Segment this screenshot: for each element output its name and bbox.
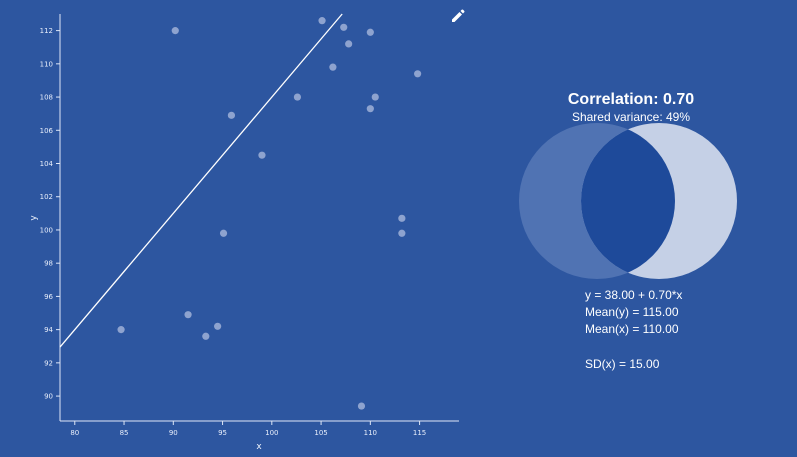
- x-tick-label: 115: [413, 429, 426, 437]
- pencil-icon: [452, 9, 465, 22]
- y-tick-label: 104: [40, 160, 54, 168]
- data-point: [219, 229, 228, 237]
- chart-marks: [59, 13, 422, 410]
- y-tick-label: 98: [44, 260, 53, 268]
- scatter-chart: 80 85 90 95 100 105 110 115 90 92 94 96 98 100 102 104 1…: [29, 13, 459, 452]
- data-point: [371, 93, 379, 101]
- y-tick-label: 90: [44, 393, 53, 401]
- data-point: [366, 105, 374, 113]
- y-tick-label: 92: [44, 359, 53, 367]
- data-point: [117, 326, 125, 334]
- x-tick-label: 85: [120, 429, 129, 437]
- data-point: [171, 27, 179, 35]
- x-tick-label: 80: [70, 429, 79, 437]
- shared-variance-label: Shared variance: 49%: [572, 110, 690, 124]
- mean-x-label: Mean(x) = 110.00: [585, 322, 679, 336]
- edit-button[interactable]: [450, 8, 466, 24]
- x-tick-label: 105: [314, 429, 327, 437]
- variance-circle-y: [581, 123, 737, 279]
- data-point: [366, 28, 374, 36]
- data-point: [357, 402, 366, 410]
- data-point: [184, 311, 192, 319]
- y-tick-label: 102: [40, 193, 53, 201]
- regression-line: [59, 13, 343, 348]
- data-point: [398, 214, 406, 222]
- data-point: [202, 332, 210, 340]
- data-point: [345, 40, 353, 48]
- data-point: [293, 93, 302, 101]
- variance-circle-x: [519, 123, 675, 279]
- regression-equation: y = 38.00 + 0.70*x: [585, 288, 682, 302]
- x-tick-label: 100: [265, 429, 278, 437]
- correlation-title: Correlation: 0.70: [568, 91, 694, 108]
- data-point: [340, 23, 348, 31]
- y-axis-title: y: [29, 215, 39, 221]
- chart-axes: 80 85 90 95 100 105 110 115 90 92 94 96 98 100 102 104 1…: [40, 14, 459, 437]
- x-tick-label: 95: [218, 429, 227, 437]
- shared-variance-overlap: [581, 123, 675, 279]
- sd-x-label: SD(x) = 15.00: [585, 357, 660, 371]
- y-tick-label: 106: [40, 127, 54, 135]
- y-tick-label: 110: [40, 60, 53, 68]
- data-point: [214, 322, 222, 330]
- data-point: [227, 111, 236, 119]
- data-point: [329, 63, 337, 71]
- data-point: [398, 229, 406, 237]
- mean-y-label: Mean(y) = 115.00: [585, 305, 679, 319]
- y-tick-label: 96: [44, 293, 53, 301]
- data-point: [318, 17, 326, 25]
- data-point: [258, 151, 266, 159]
- x-axis-title: x: [256, 442, 262, 452]
- y-tick-label: 108: [40, 94, 53, 102]
- x-tick-label: 90: [169, 429, 178, 437]
- y-tick-label: 100: [40, 226, 53, 234]
- x-tick-label: 110: [364, 429, 377, 437]
- y-tick-label: 112: [40, 27, 53, 35]
- y-tick-label: 94: [44, 326, 53, 334]
- data-point: [414, 70, 422, 78]
